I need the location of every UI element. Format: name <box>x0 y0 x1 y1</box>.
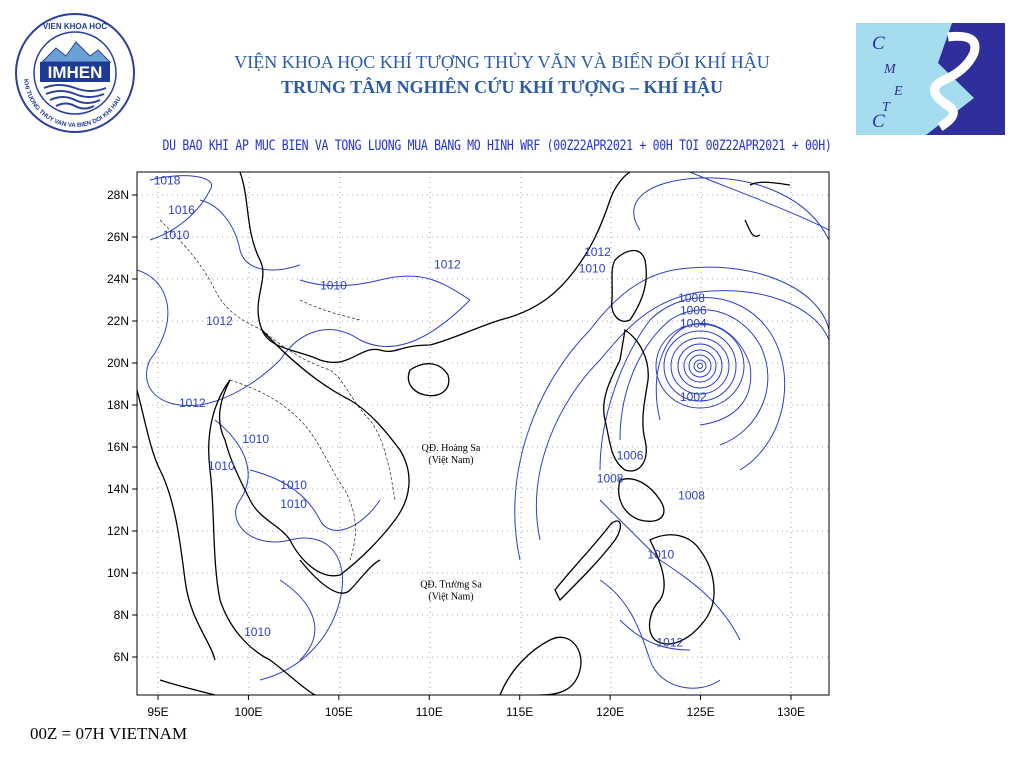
lon-tick-label: 110E <box>416 705 443 719</box>
lon-tick-label: 125E <box>687 705 715 719</box>
imhen-logo-text: IMHEN <box>48 63 103 82</box>
lat-tick-label: 16N <box>107 440 129 454</box>
isobar-label: 1008 <box>597 472 624 486</box>
isobar-label: 1010 <box>208 459 235 473</box>
isobar-label: 1004 <box>680 316 707 330</box>
imhen-logo: IMHEN VIEN KHOA HOC KHI TUONG THUY VAN V… <box>15 13 135 133</box>
lon-tick-label: 115E <box>506 705 533 719</box>
map-frame <box>136 171 830 696</box>
isobar-label: 1010 <box>647 547 674 561</box>
island-label-country: (Việt Nam) <box>428 592 473 603</box>
forecast-title: DU BAO KHI AP MUC BIEN VA TONG LUONG MUA… <box>162 136 832 154</box>
island-label-name: QĐ. Hoàng Sa <box>422 443 481 454</box>
isobar-label: 1012 <box>584 245 611 259</box>
lat-tick-label: 12N <box>107 524 129 538</box>
isobar-label: 1016 <box>168 203 195 217</box>
cmetc-letter-e: E <box>893 84 903 99</box>
lat-tick-label: 28N <box>107 188 129 202</box>
lat-tick-label: 18N <box>107 398 129 412</box>
longitude-axis: 95E 100E 105E 110E 115E 120E 125E 130E <box>147 695 805 719</box>
imhen-logo-top-text: VIEN KHOA HOC <box>43 22 107 31</box>
lat-tick-label: 6N <box>114 650 129 664</box>
isobar-label: 1012 <box>434 258 461 272</box>
cmetc-logo: C M E T C <box>856 23 1005 135</box>
lon-tick-label: 100E <box>234 705 262 719</box>
lat-tick-label: 14N <box>107 482 129 496</box>
island-labels: QĐ. Hoàng Sa(Việt Nam)QĐ. Trường Sa(Việt… <box>420 443 482 603</box>
isobar-label: 1010 <box>280 478 307 492</box>
cmetc-letter-c1: C <box>872 33 885 54</box>
isobar-contours <box>137 172 829 689</box>
lat-tick-label: 8N <box>114 608 129 622</box>
isobar-label: 1010 <box>163 228 190 242</box>
map-gridlines <box>137 172 829 695</box>
cmetc-letter-c2: C <box>872 111 885 132</box>
lon-tick-label: 120E <box>596 705 624 719</box>
cmetc-letter-m: M <box>883 62 897 77</box>
lat-tick-label: 24N <box>107 272 129 286</box>
isobar-label: 1012 <box>206 314 233 328</box>
isobar-label: 1006 <box>680 304 707 318</box>
isobar-label: 1010 <box>579 262 606 276</box>
cmetc-letter-t: T <box>882 100 891 115</box>
lat-tick-label: 20N <box>107 356 129 370</box>
lat-tick-label: 10N <box>107 566 129 580</box>
isobar-label: 1010 <box>280 497 307 511</box>
isobar-label: 1002 <box>680 390 707 404</box>
lat-tick-label: 26N <box>107 230 129 244</box>
latitude-axis: 28N 26N 24N 22N 20N 18N 16N 14N 12N 10N 8N 6N <box>107 188 137 664</box>
cmetc-letters: C M E T C <box>872 33 903 132</box>
isobar-label: 1008 <box>678 291 705 305</box>
lon-tick-label: 105E <box>325 705 353 719</box>
lat-tick-label: 22N <box>107 314 129 328</box>
island-label-country: (Việt Nam) <box>428 455 473 466</box>
isobar-label: 1012 <box>656 636 683 650</box>
isobar-labels: 1018 1016 1010 1012 1010 1012 1012 1010 1010 1010… <box>154 174 707 650</box>
center-title: TRUNG TÂM NGHIÊN CỨU KHÍ TƯỢNG – KHÍ HẬU <box>280 77 724 97</box>
institute-title: VIỆN KHOA HỌC KHÍ TƯỢNG THỦY VĂN VÀ BIẾN… <box>234 52 770 72</box>
isobar-label: 1010 <box>244 625 271 639</box>
isobar-label: 1018 <box>154 174 181 188</box>
coastlines <box>137 172 791 695</box>
country-borders <box>159 219 396 561</box>
isobar-label: 1008 <box>678 489 705 503</box>
island-label-name: QĐ. Trường Sa <box>420 580 482 591</box>
isobar-label: 1010 <box>242 432 269 446</box>
timezone-note: 00Z = 07H VIETNAM <box>30 724 188 743</box>
lon-tick-label: 95E <box>147 705 168 719</box>
isobar-label: 1006 <box>617 449 644 463</box>
isobar-label: 1012 <box>179 396 206 410</box>
lon-tick-label: 130E <box>777 705 805 719</box>
isobar-label: 1010 <box>320 279 347 293</box>
